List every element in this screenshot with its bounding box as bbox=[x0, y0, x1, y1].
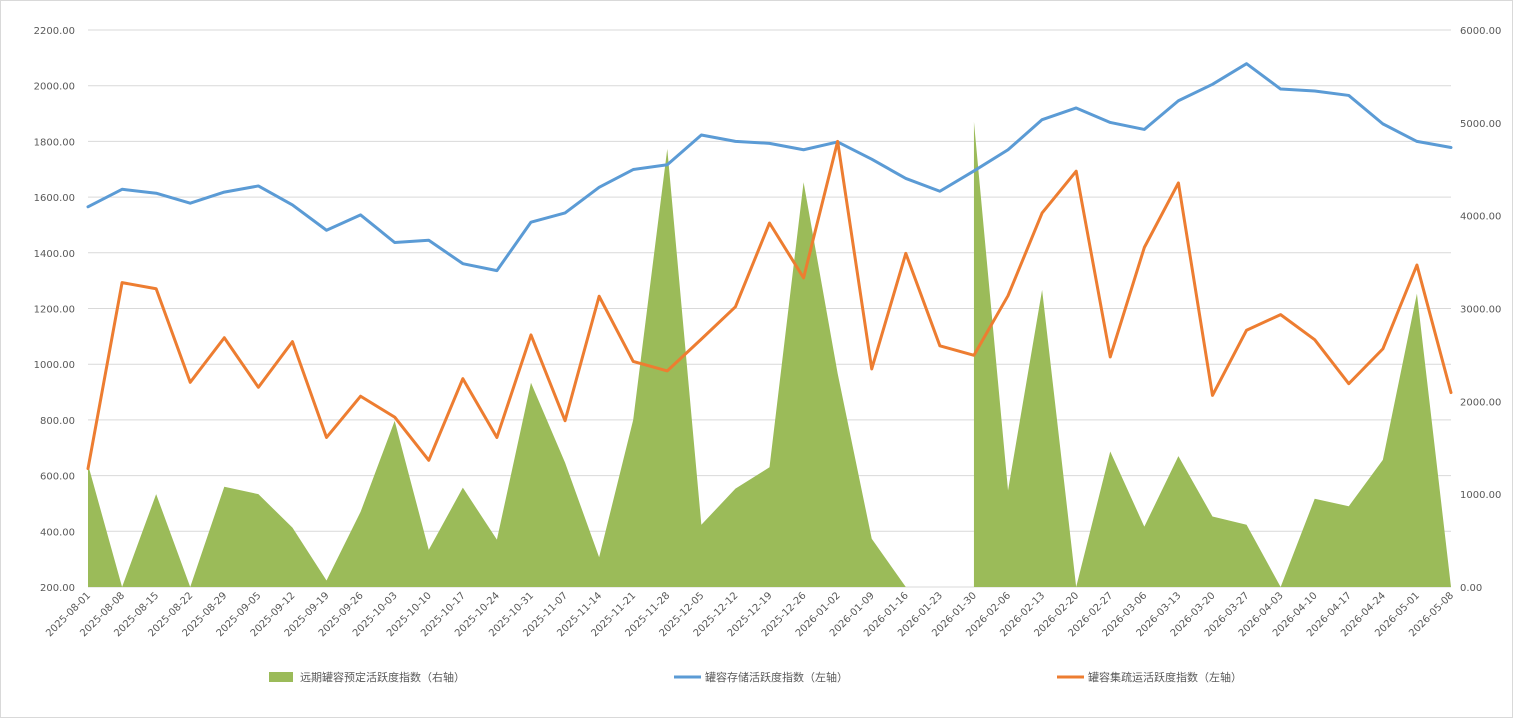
left-y-axis: 200.00 400.00 600.00 800.00 1000.00 1200.00 14… bbox=[34, 26, 75, 594]
left-axis-tick-label: 200.00 bbox=[40, 583, 75, 594]
left-axis-tick-label: 1600.00 bbox=[34, 193, 75, 204]
legend-label: 罐容集疏运活跃度指数（左轴） bbox=[1088, 670, 1242, 684]
area-series-layer bbox=[88, 121, 1451, 587]
line-series-orange bbox=[86, 139, 1453, 471]
right-axis-tick-label: 6000.00 bbox=[1460, 26, 1501, 37]
right-axis-tick-label: 0.00 bbox=[1460, 583, 1482, 594]
right-axis-tick-label: 3000.00 bbox=[1460, 305, 1501, 316]
area-series-green bbox=[973, 121, 1451, 587]
right-axis-tick-label: 4000.00 bbox=[1460, 212, 1501, 223]
left-axis-tick-label: 600.00 bbox=[40, 472, 75, 483]
left-axis-tick-label: 2200.00 bbox=[34, 26, 75, 37]
left-axis-tick-label: 1400.00 bbox=[34, 249, 75, 260]
area-series-green bbox=[88, 148, 906, 587]
right-axis-tick-label: 2000.00 bbox=[1460, 397, 1501, 408]
right-axis-tick-label: 5000.00 bbox=[1460, 119, 1501, 130]
left-axis-tick-label: 1200.00 bbox=[34, 305, 75, 316]
line-series-layer bbox=[86, 62, 1453, 471]
line-series-blue bbox=[86, 62, 1453, 273]
legend: 远期罐容预定活跃度指数（右轴） 罐容存储活跃度指数（左轴） 罐容集疏运活跃度指数（左… bbox=[269, 670, 1242, 684]
left-axis-tick-label: 1800.00 bbox=[34, 137, 75, 148]
left-axis-tick-label: 1000.00 bbox=[34, 360, 75, 371]
left-axis-tick-label: 800.00 bbox=[40, 416, 75, 427]
x-axis: 2025-08-012025-08-082025-08-152025-08-22… bbox=[44, 590, 1456, 639]
legend-swatch-area bbox=[269, 672, 293, 682]
grid-lines bbox=[88, 29, 1451, 588]
right-axis-tick-label: 1000.00 bbox=[1460, 490, 1501, 501]
legend-label: 远期罐容预定活跃度指数（右轴） bbox=[300, 670, 465, 684]
left-axis-tick-label: 2000.00 bbox=[34, 82, 75, 93]
right-y-axis: 0.00 1000.00 2000.00 3000.00 4000.00 5000.00 6… bbox=[1460, 26, 1501, 594]
legend-label: 罐容存储活跃度指数（左轴） bbox=[705, 670, 848, 684]
left-axis-tick-label: 400.00 bbox=[40, 527, 75, 538]
